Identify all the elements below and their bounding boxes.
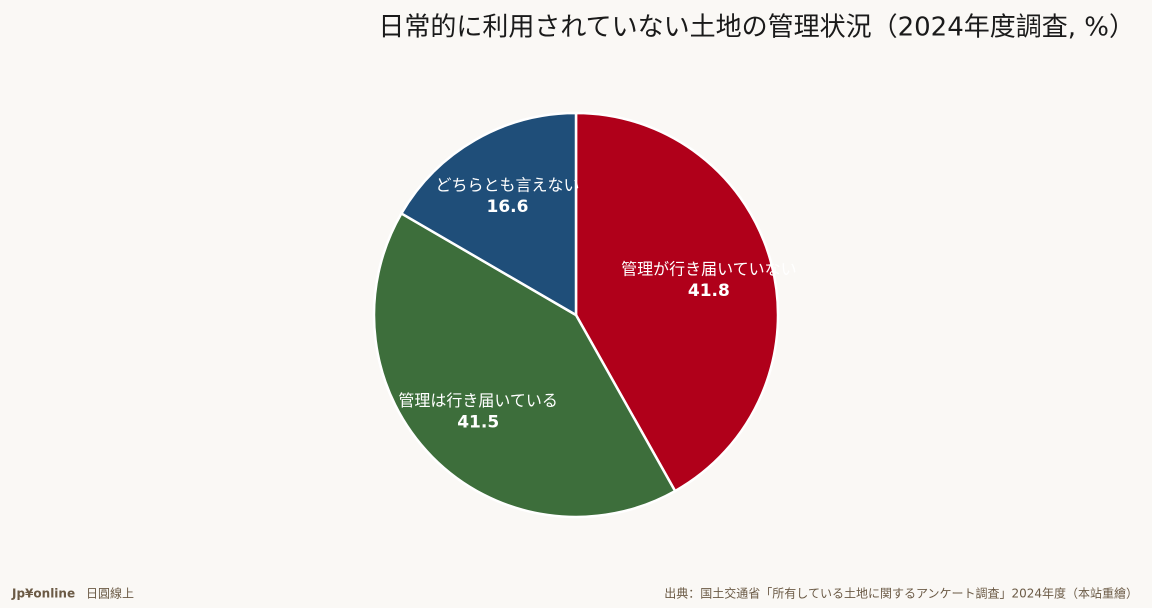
slice-label: 管理は行き届いている [398,391,558,410]
slice-value: 41.8 [688,281,730,301]
pie-slice [372,211,677,519]
footer-brand: Jp¥online [11,587,75,601]
chart-title: 日常的に利用されていない土地の管理状況（2024年度調査, %） [378,13,1135,43]
footer-brand-name: 日圓線上 [86,586,134,601]
slice-value: 16.6 [487,197,529,217]
slice-label: 管理が行き届いていない [621,260,797,279]
pie: 管理が行き届いていない 41.8 管理は行き届いている 41.5 どちらとも言えない 16… [372,111,797,519]
slice-value: 41.5 [457,412,499,432]
pie-slice [399,111,578,318]
pie-slice [574,111,780,493]
slice-label: どちらとも言えない [435,175,579,194]
footer-source: 出典：国土交通省「所有している土地に関するアンケート調査」2024年度（本站重繪… [664,586,1138,601]
